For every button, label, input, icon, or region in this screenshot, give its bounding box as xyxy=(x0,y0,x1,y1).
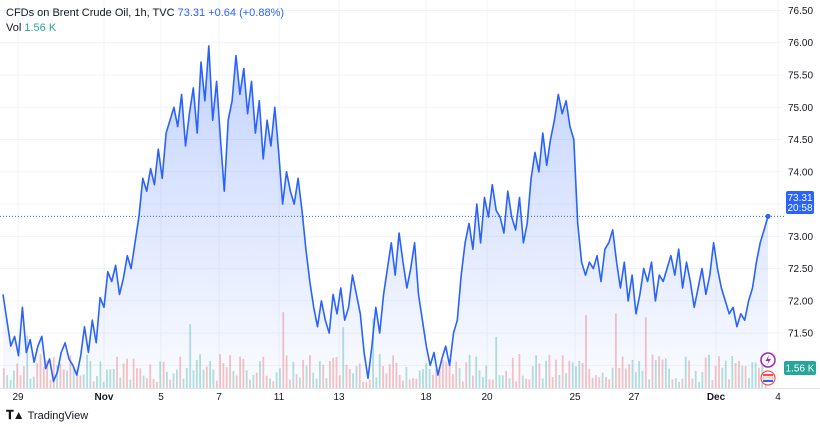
price-badge: 73.31 20:58 xyxy=(786,191,814,214)
chart-legend: CFDs on Brent Crude Oil, 1h, TVC 73.31 +… xyxy=(6,6,284,36)
tradingview-footer[interactable]: 𝐓▲ TradingView xyxy=(6,408,88,423)
x-tick-label: 5 xyxy=(158,392,164,403)
y-tick-label: 72.00 xyxy=(788,296,813,307)
y-tick-label: 72.50 xyxy=(788,264,813,275)
x-tick-label: Nov xyxy=(95,392,114,403)
y-tick-label: 73.00 xyxy=(788,232,813,243)
price-line xyxy=(2,45,769,383)
volume-badge: 1.56 K xyxy=(784,361,816,375)
price-badge-value: 73.31 xyxy=(787,193,812,204)
x-tick-label: 18 xyxy=(420,392,432,403)
y-tick-label: 74.50 xyxy=(788,135,813,146)
volume-label: Vol xyxy=(6,22,22,34)
x-tick-label: 25 xyxy=(569,392,581,403)
x-tick-label: 7 xyxy=(216,392,222,403)
flag-icon[interactable] xyxy=(760,370,776,386)
price-change: +0.64 (+0.88%) xyxy=(208,7,285,19)
y-tick-label: 75.00 xyxy=(788,103,813,114)
x-tick-label: 11 xyxy=(274,392,285,403)
x-axis: 29 Nov 5 7 11 13 18 20 25 27 Dec 4 xyxy=(0,388,820,403)
symbol-title[interactable]: CFDs on Brent Crude Oil, 1h, TVC xyxy=(6,7,175,19)
last-price-dot xyxy=(765,213,771,219)
y-axis: 76.5076.0075.5075.0074.5074.0073.5073.00… xyxy=(788,6,813,372)
y-tick-label: 76.00 xyxy=(788,38,813,49)
x-tick-label: 27 xyxy=(628,392,640,403)
x-tick-label: 13 xyxy=(333,392,345,403)
y-tick-label: 75.50 xyxy=(788,70,813,81)
y-tick-label: 74.00 xyxy=(788,167,813,178)
countdown-badge: 20:58 xyxy=(787,203,812,214)
y-tick-label: 71.50 xyxy=(788,329,813,340)
y-tick-label: 76.50 xyxy=(788,6,813,17)
volume-bar xyxy=(52,357,55,388)
x-tick-label: 4 xyxy=(775,392,781,403)
x-tick-label: Dec xyxy=(707,392,726,403)
x-tick-label: 20 xyxy=(481,392,493,403)
last-price: 73.31 xyxy=(177,7,206,19)
alert-icon[interactable] xyxy=(760,352,776,368)
tradingview-logo-icon: 𝐓▲ xyxy=(6,408,25,422)
volume-value: 1.56 K xyxy=(24,22,57,34)
price-area xyxy=(3,45,768,389)
x-tick-label: 29 xyxy=(12,392,24,403)
volume-badge-value: 1.56 K xyxy=(786,364,815,375)
brand-name: TradingView xyxy=(27,409,89,422)
